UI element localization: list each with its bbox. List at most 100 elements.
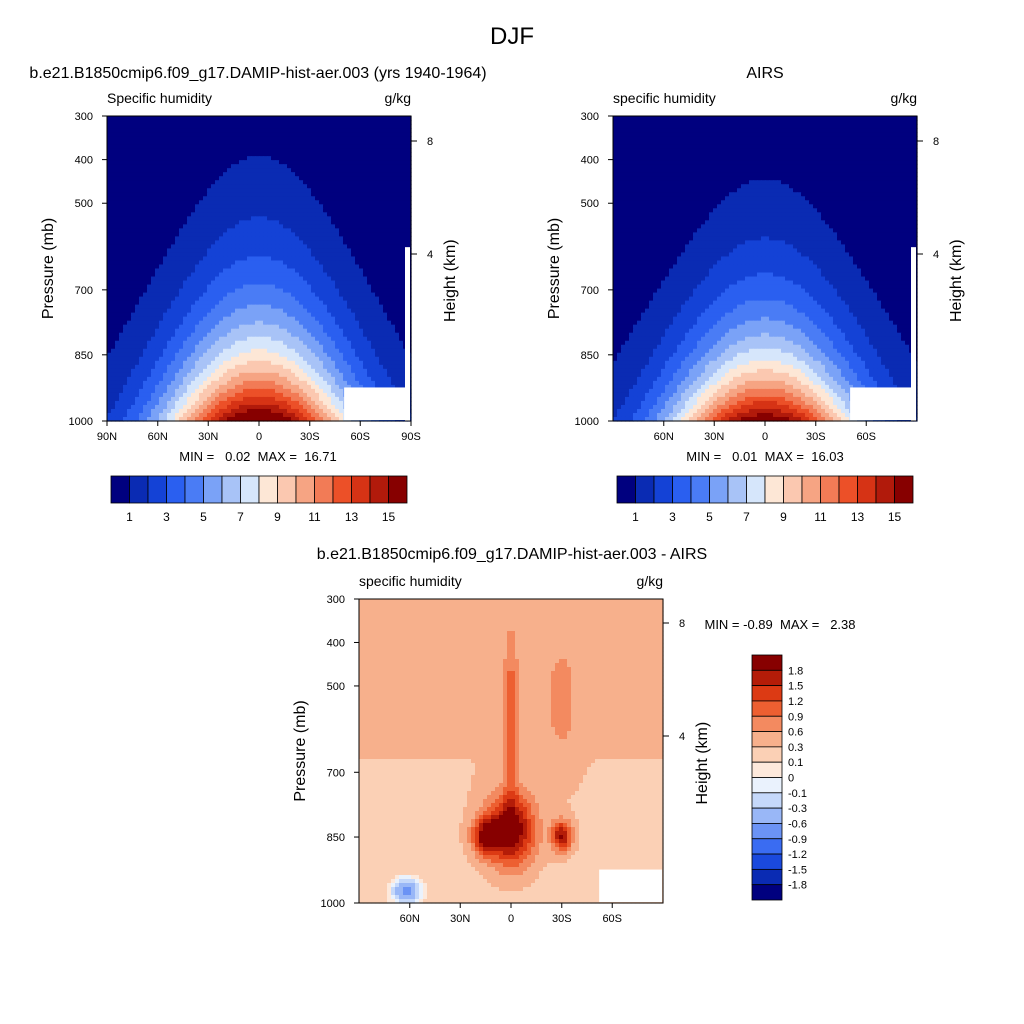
heatmap-cell: [187, 312, 192, 318]
heatmap-cell: [327, 148, 332, 153]
heatmap-cell: [383, 124, 388, 129]
heatmap-cell: [179, 116, 184, 121]
heatmap-cell: [359, 288, 364, 294]
heatmap-cell: [159, 204, 164, 209]
heatmap-cell: [219, 252, 224, 258]
heatmap-cell: [111, 116, 116, 121]
heatmap-cell: [183, 160, 188, 165]
heatmap-cell: [155, 316, 160, 322]
heatmap-cell: [355, 320, 360, 326]
heatmap-cell: [219, 140, 224, 145]
heatmap-cell: [299, 280, 304, 286]
heatmap-cell: [391, 232, 396, 237]
heatmap-cell: [167, 260, 172, 266]
heatmap-cell: [299, 336, 304, 342]
heatmap-cell: [387, 364, 392, 370]
heatmap-cell: [207, 236, 212, 241]
heatmap-cell: [383, 204, 388, 209]
heatmap-cell: [387, 208, 392, 213]
heatmap-cell: [291, 168, 296, 173]
heatmap-cell: [107, 160, 112, 165]
heatmap-cell: [231, 168, 236, 173]
heatmap-cell: [291, 344, 296, 350]
heatmap-cell: [195, 264, 200, 270]
heatmap-cell: [115, 260, 120, 266]
heatmap-cell: [255, 148, 260, 153]
heatmap-cell: [323, 348, 328, 354]
heatmap-cell: [207, 152, 212, 157]
heatmap-cell: [375, 348, 380, 354]
heatmap-cell: [147, 184, 152, 189]
heatmap-cell: [131, 364, 136, 370]
heatmap-cell: [131, 284, 136, 290]
heatmap-cell: [223, 120, 228, 125]
heatmap-cell: [231, 272, 236, 278]
heatmap-cell: [275, 256, 280, 262]
heatmap-cell: [139, 196, 144, 201]
heatmap-cell: [183, 348, 188, 354]
heatmap-cell: [399, 360, 404, 366]
heatmap-cell: [123, 184, 128, 189]
heatmap-cell: [255, 172, 260, 177]
heatmap-cell: [371, 164, 376, 169]
heatmap-cell: [339, 116, 344, 121]
heatmap-cell: [187, 200, 192, 205]
heatmap-cell: [395, 136, 400, 141]
heatmap-cell: [211, 348, 216, 354]
heatmap-cell: [379, 132, 384, 137]
heatmap-cell: [339, 340, 344, 346]
heatmap-cell: [211, 124, 216, 129]
heatmap-cell: [123, 260, 128, 266]
heatmap-cell: [311, 220, 316, 225]
heatmap-cell: [263, 304, 268, 310]
heatmap-cell: [203, 232, 208, 237]
heatmap-cell: [323, 288, 328, 294]
heatmap-cell: [191, 232, 196, 237]
heatmap-cell: [123, 348, 128, 354]
heatmap-cell: [111, 276, 116, 282]
heatmap-cell: [287, 272, 292, 278]
heatmap-cell: [395, 324, 400, 330]
heatmap-cell: [231, 256, 236, 262]
heatmap-cell: [367, 124, 372, 129]
heatmap-cell: [315, 220, 320, 225]
heatmap-cell: [111, 128, 116, 133]
heatmap-cell: [295, 304, 300, 310]
heatmap-cell: [283, 332, 288, 338]
heatmap-cell: [171, 164, 176, 169]
heatmap-cell: [131, 296, 136, 302]
heatmap-cell: [155, 140, 160, 145]
heatmap-cell: [287, 352, 292, 358]
heatmap-cell: [387, 188, 392, 193]
heatmap-cell: [107, 120, 112, 125]
heatmap-cell: [159, 116, 164, 121]
heatmap-cell: [223, 288, 228, 294]
heatmap-cell: [195, 248, 200, 254]
heatmap-cell: [223, 156, 228, 161]
heatmap-cell: [111, 168, 116, 173]
heatmap-cell: [347, 292, 352, 298]
heatmap-cell: [407, 152, 412, 157]
heatmap-cell: [175, 148, 180, 153]
heatmap-cell: [375, 232, 380, 237]
heatmap-cell: [115, 308, 120, 314]
heatmap-cell: [151, 360, 156, 366]
heatmap-cell: [251, 232, 256, 237]
heatmap-cell: [387, 184, 392, 189]
heatmap-cell: [191, 300, 196, 306]
heatmap-cell: [395, 168, 400, 173]
heatmap-cell: [319, 360, 324, 366]
heatmap-cell: [367, 244, 372, 250]
heatmap-cell: [323, 244, 328, 250]
heatmap-cell: [195, 136, 200, 141]
heatmap-cell: [191, 160, 196, 165]
heatmap-cell: [219, 300, 224, 306]
heatmap-cell: [291, 224, 296, 229]
heatmap-cell: [183, 372, 188, 378]
heatmap-cell: [211, 140, 216, 145]
heatmap-cell: [283, 160, 288, 165]
heatmap-cell: [287, 280, 292, 286]
heatmap-cell: [179, 308, 184, 314]
heatmap-cell: [131, 300, 136, 306]
heatmap-cell: [399, 292, 404, 298]
